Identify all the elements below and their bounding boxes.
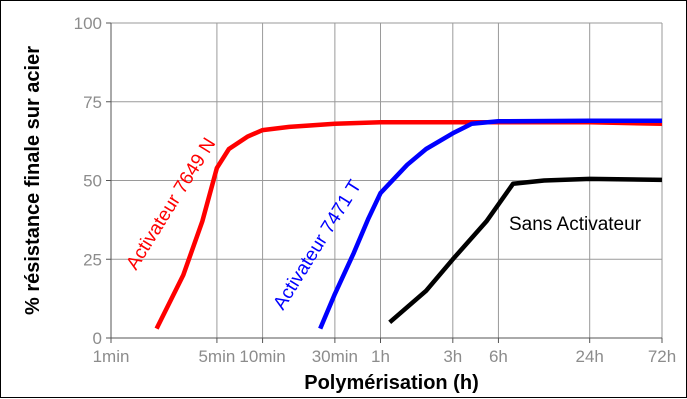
series-line-2 <box>388 176 663 325</box>
x-tick-label: 10min <box>239 347 285 366</box>
series-label-sans-activateur: Sans Activateur <box>509 214 642 235</box>
series-line-1 <box>318 118 662 330</box>
y-tick-label: 100 <box>74 14 102 33</box>
series-label-activateur-7471t: Activateur 7471 T <box>269 176 366 313</box>
x-tick-label: 3h <box>443 347 462 366</box>
x-tick-label: 1h <box>371 347 390 366</box>
x-tick-label: 30min <box>312 347 358 366</box>
x-tick-label: 1min <box>93 347 130 366</box>
y-tick-label: 75 <box>83 93 102 112</box>
x-tick-label: 6h <box>489 347 508 366</box>
x-tick-label: 5min <box>198 347 235 366</box>
y-tick-label: 50 <box>83 172 102 191</box>
y-tick-label: 0 <box>93 329 102 348</box>
x-tick-label: 24h <box>575 347 603 366</box>
x-tick-labels: 1min 5min 10min 30min 1h 3h 6h 24h 72h <box>93 338 676 366</box>
y-axis-title: % résistance finale sur acier <box>22 46 44 315</box>
y-tick-labels: 0 25 50 75 100 <box>74 14 111 348</box>
x-axis-title: Polymérisation (h) <box>304 372 478 394</box>
series-lines <box>154 118 663 330</box>
x-tick-label: 72h <box>648 347 676 366</box>
y-tick-label: 25 <box>83 250 102 269</box>
